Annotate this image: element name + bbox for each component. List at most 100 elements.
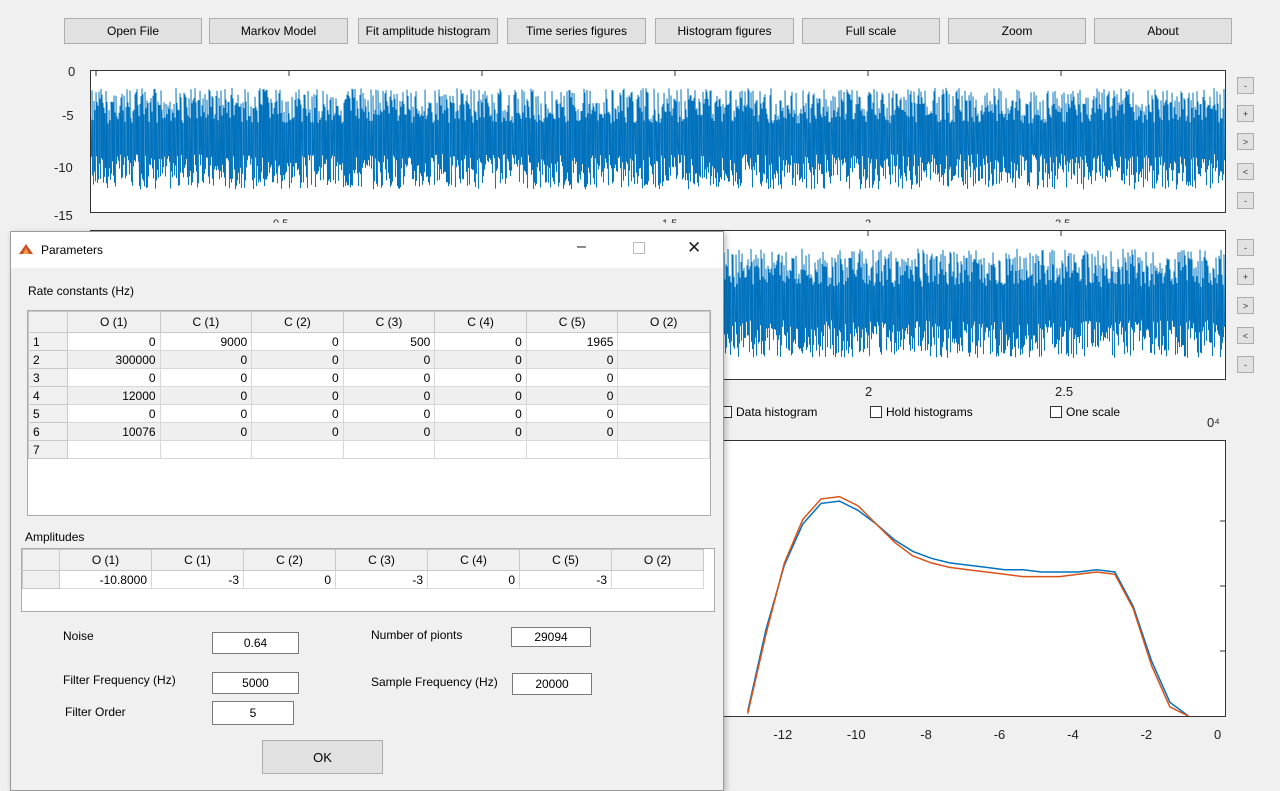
table-cell[interactable]: 0	[434, 386, 527, 405]
table-cell[interactable]	[66, 440, 161, 459]
close-icon[interactable]: ✕	[687, 238, 702, 257]
x-tick-label: 1.5	[662, 218, 678, 230]
table-cell[interactable]: 10076	[66, 422, 161, 441]
table-cell[interactable]: 0	[525, 422, 619, 441]
sample-frequency-field[interactable]: 20000	[512, 673, 592, 695]
amplitudes-table[interactable]: O (1) C (1) C (2) C (3) C (4) C (5) O (2) -10.…	[21, 548, 715, 612]
table-cell[interactable]: 12000	[66, 386, 161, 405]
fit-amplitude-histogram-button[interactable]: Fit amplitude histogram	[358, 18, 498, 44]
table-cell[interactable]	[617, 404, 710, 423]
table-cell[interactable]: 300000	[66, 350, 161, 369]
checkbox-box[interactable]	[1050, 406, 1062, 418]
table-cell[interactable]: 0	[66, 368, 161, 387]
table-row: 7	[28, 440, 710, 459]
scroll-right-button[interactable]: >	[1237, 133, 1254, 150]
zoom-button[interactable]: Zoom	[948, 18, 1086, 44]
minimize-icon[interactable]: –	[577, 238, 586, 255]
histogram-figures-button[interactable]: Histogram figures	[655, 18, 794, 44]
table-cell[interactable]: 0	[243, 570, 336, 589]
table-cell[interactable]: 0	[434, 404, 527, 423]
table-cell[interactable]: 0	[434, 422, 527, 441]
table-cell[interactable]: 0	[342, 422, 436, 441]
table-cell[interactable]: 0	[525, 386, 619, 405]
zoom-out-x-button[interactable]: -	[1237, 192, 1254, 209]
row-header: 4	[28, 386, 68, 405]
zoom-out-y-button[interactable]: -	[1237, 77, 1254, 94]
column-header: C (4)	[427, 549, 520, 571]
one-scale-checkbox[interactable]: One scale	[1050, 405, 1120, 419]
fit-histogram-line	[746, 495, 1189, 716]
noise-field[interactable]: 0.64	[212, 632, 299, 654]
time-series-figures-button[interactable]: Time series figures	[507, 18, 646, 44]
table-cell[interactable]: 0	[66, 332, 161, 351]
table-cell[interactable]	[525, 440, 619, 459]
rate-constants-table[interactable]: O (1) C (1) C (2) C (3) C (4) C (5) O (2) 1 0 90…	[27, 310, 711, 516]
column-header: C (2)	[243, 549, 336, 571]
table-cell[interactable]: -3	[151, 570, 244, 589]
zoom-in-y-button[interactable]: +	[1237, 268, 1254, 285]
table-cell[interactable]: 0	[434, 332, 527, 351]
table-cell[interactable]: 0	[66, 404, 161, 423]
table-cell[interactable]: 0	[342, 368, 436, 387]
table-cell[interactable]	[617, 332, 710, 351]
checkbox-box[interactable]	[870, 406, 882, 418]
hold-histograms-checkbox[interactable]: Hold histograms	[870, 405, 973, 419]
table-cell[interactable]	[617, 350, 710, 369]
table-cell[interactable]: 9000	[159, 332, 253, 351]
parameters-dialog: Parameters – ✕ Rate constants (Hz) O (1)…	[10, 231, 724, 791]
number-of-points-field[interactable]: 29094	[511, 627, 591, 647]
zoom-out-y-button[interactable]: -	[1237, 239, 1254, 256]
table-cell[interactable]: 0	[434, 368, 527, 387]
row-header: 3	[28, 368, 68, 387]
table-cell[interactable]: 0	[525, 368, 619, 387]
table-cell[interactable]: 0	[251, 404, 344, 423]
zoom-in-y-button[interactable]: +	[1237, 105, 1254, 122]
filter-order-field[interactable]: 5	[212, 701, 294, 725]
table-cell[interactable]: 0	[427, 570, 520, 589]
scroll-left-button[interactable]: <	[1237, 327, 1254, 344]
maximize-icon[interactable]	[633, 242, 645, 254]
filter-frequency-field[interactable]: 5000	[212, 672, 299, 694]
table-cell[interactable]	[617, 386, 710, 405]
table-cell[interactable]	[611, 570, 704, 589]
column-header: C (5)	[525, 311, 619, 333]
column-header: C (3)	[335, 549, 428, 571]
table-cell[interactable]	[434, 440, 527, 459]
table-cell[interactable]	[617, 368, 710, 387]
table-cell[interactable]: 0	[251, 386, 344, 405]
scroll-right-button[interactable]: >	[1237, 297, 1254, 314]
table-cell[interactable]: 500	[342, 332, 436, 351]
table-cell[interactable]: 0	[159, 404, 253, 423]
ok-button[interactable]: OK	[262, 740, 383, 774]
table-cell[interactable]: 0	[434, 350, 527, 369]
data-histogram-checkbox[interactable]: Data histogram	[720, 405, 817, 419]
table-cell[interactable]	[617, 440, 710, 459]
table-cell[interactable]: -3	[519, 570, 612, 589]
table-cell[interactable]: 0	[159, 350, 253, 369]
table-cell[interactable]: 0	[525, 350, 619, 369]
table-cell[interactable]: 0	[342, 386, 436, 405]
table-cell[interactable]: 0	[159, 368, 253, 387]
table-cell[interactable]: 0	[159, 422, 253, 441]
table-cell[interactable]	[159, 440, 253, 459]
table-cell[interactable]: 0	[251, 350, 344, 369]
table-cell[interactable]: 0	[251, 332, 344, 351]
table-cell[interactable]	[617, 422, 710, 441]
table-cell[interactable]: 0	[159, 386, 253, 405]
table-cell[interactable]: -3	[335, 570, 428, 589]
full-scale-button[interactable]: Full scale	[802, 18, 940, 44]
table-cell[interactable]: 0	[525, 404, 619, 423]
table-cell[interactable]	[251, 440, 344, 459]
open-file-button[interactable]: Open File	[64, 18, 202, 44]
table-cell[interactable]: 1965	[525, 332, 619, 351]
table-cell[interactable]: 0	[342, 404, 436, 423]
markov-model-button[interactable]: Markov Model	[209, 18, 348, 44]
table-cell[interactable]: 0	[342, 350, 436, 369]
table-cell[interactable]: 0	[251, 368, 344, 387]
table-cell[interactable]: 0	[251, 422, 344, 441]
scroll-left-button[interactable]: <	[1237, 163, 1254, 180]
table-cell[interactable]	[342, 440, 436, 459]
table-cell[interactable]: -10.8000	[59, 570, 152, 589]
zoom-out-x-button[interactable]: -	[1237, 356, 1254, 373]
about-button[interactable]: About	[1094, 18, 1232, 44]
